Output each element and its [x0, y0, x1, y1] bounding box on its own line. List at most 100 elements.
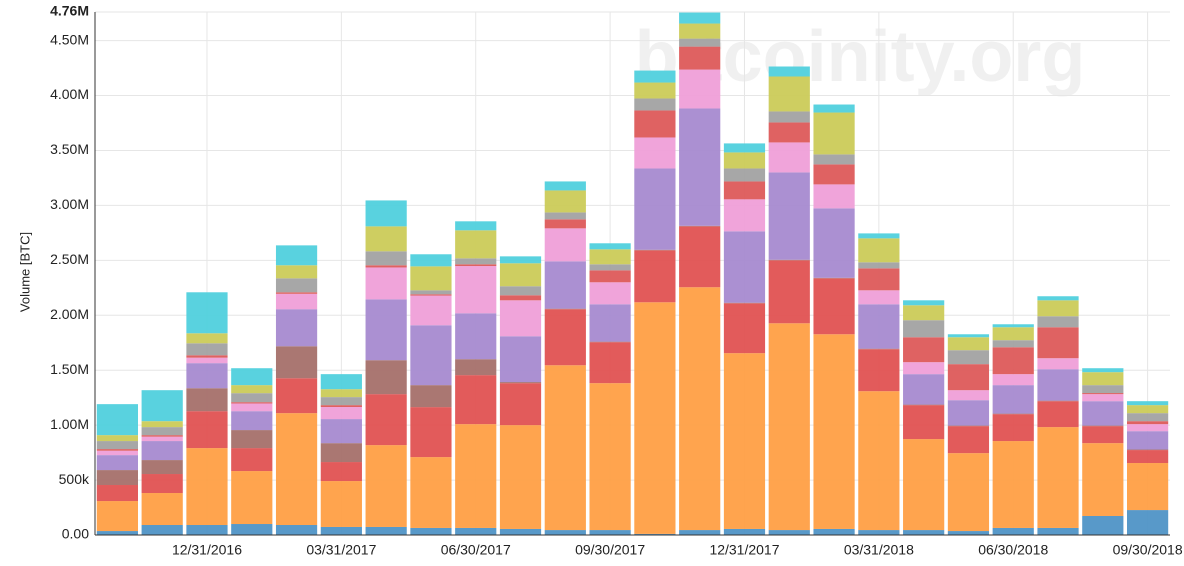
- bar-segment: [499, 295, 542, 301]
- bar-segment: [231, 402, 273, 404]
- bar-segment: [723, 181, 766, 200]
- bar-segment: [186, 411, 228, 449]
- bar-segment: [1127, 450, 1169, 464]
- bar-segment: [1127, 424, 1169, 432]
- bar-segment: [365, 251, 407, 266]
- bar-segment: [320, 397, 362, 406]
- bar-segment: [410, 294, 452, 296]
- bar-segment: [96, 450, 138, 456]
- bar-segment: [858, 268, 900, 291]
- x-tick-label: 09/30/2018: [1113, 542, 1183, 558]
- bar-segment: [1037, 300, 1079, 317]
- bar-segment: [141, 441, 183, 461]
- bar-segment: [723, 199, 766, 232]
- bar-segment: [141, 493, 183, 526]
- bar-segment: [96, 404, 138, 436]
- bar-segment: [813, 278, 855, 335]
- bar-segment: [723, 152, 766, 169]
- bar-segment: [231, 368, 273, 386]
- bar-segment: [544, 309, 586, 366]
- bar-segment: [947, 453, 990, 532]
- y-tick-label: 2.50M: [50, 251, 89, 267]
- bar-segment: [947, 531, 990, 535]
- bar-segment: [589, 264, 631, 271]
- bar-segment: [544, 181, 586, 191]
- bar-segment: [320, 462, 362, 482]
- bar-segment: [1037, 327, 1079, 359]
- bar-segment: [544, 308, 586, 310]
- bar-segment: [992, 347, 1034, 375]
- bar-segment: [813, 334, 855, 529]
- bar-segment: [947, 425, 990, 427]
- y-tick-label: 1.00M: [50, 416, 89, 432]
- bar-segment: [813, 208, 855, 278]
- bar-segment: [231, 430, 273, 449]
- bar-segment: [365, 226, 407, 252]
- bar-segment: [1127, 401, 1169, 406]
- bar-segment: [186, 388, 228, 412]
- bar-segment: [634, 110, 676, 138]
- bar-segment: [1127, 463, 1169, 511]
- bar-segment: [679, 530, 721, 535]
- bar-segment: [903, 305, 945, 321]
- bar-segment: [96, 435, 138, 442]
- bar-segment: [992, 413, 1034, 415]
- bar-segment: [1127, 510, 1169, 535]
- bar-segment: [1127, 449, 1169, 451]
- bar-segment: [365, 299, 407, 361]
- bar-segment: [903, 439, 945, 531]
- bar-segment: [455, 230, 497, 259]
- y-tick-label: 4.00M: [50, 86, 89, 102]
- bar-segment: [499, 425, 542, 529]
- bar-segment: [1082, 401, 1124, 426]
- bar-segment: [186, 525, 228, 535]
- bar-segment: [1037, 401, 1079, 428]
- bar-segment: [634, 137, 676, 169]
- bar-segment: [96, 449, 138, 451]
- bar-segment: [455, 527, 497, 535]
- bar-segment: [1037, 358, 1079, 370]
- bar-segment: [455, 221, 497, 231]
- bar-segment: [275, 525, 318, 535]
- bar-segment: [365, 267, 407, 300]
- bar-segment: [589, 341, 631, 343]
- bar-segment: [544, 219, 586, 229]
- bar-segment: [499, 256, 542, 264]
- bar-segment: [858, 391, 900, 531]
- bar-segment: [410, 385, 452, 408]
- bar-segment: [186, 357, 228, 364]
- bar-segment: [903, 300, 945, 306]
- bar-segment: [186, 343, 228, 356]
- bar-segment: [947, 337, 990, 351]
- bar-segment: [1082, 368, 1124, 373]
- bar-segment: [410, 407, 452, 458]
- bar-segment: [141, 436, 183, 442]
- bar-segment: [96, 531, 138, 535]
- bar-segment: [231, 524, 273, 535]
- bar-segment: [858, 304, 900, 349]
- bar-segment: [141, 474, 183, 494]
- bar-segment: [275, 346, 318, 379]
- bar-segment: [231, 448, 273, 472]
- bar-segment: [679, 108, 721, 226]
- bar-segment: [231, 385, 273, 394]
- bar-segment: [455, 313, 497, 360]
- bar-segment: [768, 260, 810, 324]
- bar-segment: [455, 424, 497, 528]
- bar-segment: [992, 414, 1034, 442]
- bar-segment: [544, 190, 586, 213]
- bar-segment: [96, 501, 138, 532]
- bar-segment: [544, 228, 586, 262]
- bar-segment: [1082, 372, 1124, 386]
- bar-segment: [1037, 427, 1079, 528]
- bar-segment: [455, 359, 497, 376]
- y-tick-label: 3.00M: [50, 196, 89, 212]
- bar-segment: [589, 243, 631, 250]
- bar-segment: [903, 362, 945, 375]
- bar-segment: [589, 342, 631, 384]
- bar-segment: [186, 448, 228, 526]
- bar-segment: [723, 302, 766, 304]
- bar-segment: [679, 225, 721, 227]
- bar-segment: [992, 374, 1034, 386]
- bar-segment: [186, 333, 228, 344]
